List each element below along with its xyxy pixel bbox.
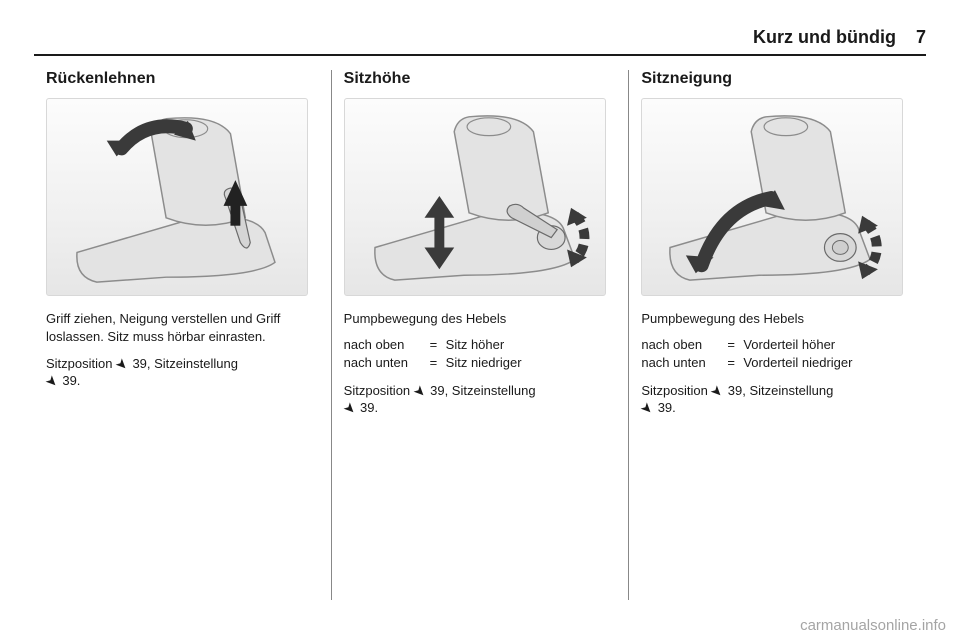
def-eq: =: [727, 336, 743, 354]
col2-deflist: nach oben = Sitz höher nach unten = Sitz…: [344, 336, 617, 372]
def-def: Sitz höher: [446, 336, 617, 354]
manual-page: { "header": { "chapter": "Kurz und bündi…: [0, 0, 960, 642]
def-row: nach unten = Sitz niedriger: [344, 354, 617, 372]
figure-tilt: [641, 98, 903, 296]
col3-lead: Pumpbewegung des Hebels: [641, 310, 914, 328]
def-eq: =: [430, 354, 446, 372]
ref-text: Sitzposition: [46, 356, 116, 371]
def-def: Sitz niedriger: [446, 354, 617, 372]
col2-ref: Sitzposition ➤ 39, Sitzeinstellung ➤ 39.: [344, 382, 617, 416]
def-def: Vorderteil höher: [743, 336, 914, 354]
figure-height: [344, 98, 606, 296]
chapter-title: Kurz und bündig: [753, 27, 896, 48]
def-row: nach oben = Sitz höher: [344, 336, 617, 354]
col2-lead: Pumpbewegung des Hebels: [344, 310, 617, 328]
column-height: Sitzhöhe: [331, 70, 629, 600]
column-tilt: Sitzneigung: [628, 70, 926, 600]
def-row: nach oben = Vorderteil höher: [641, 336, 914, 354]
def-term: nach oben: [344, 336, 430, 354]
ref-text: 39, Sitzeinstellung: [427, 383, 536, 398]
ref-text: 39, Sitzeinstellung: [129, 356, 238, 371]
ref-text: 39, Sitzeinstellung: [724, 383, 833, 398]
col1-ref: Sitzposition ➤ 39, Sitzeinstellung ➤ 39.: [46, 355, 319, 389]
col1-body: Griff ziehen, Neigung verstellen und Gri…: [46, 310, 319, 345]
col3-deflist: nach oben = Vorderteil höher nach unten …: [641, 336, 914, 372]
col1-title: Rückenlehnen: [46, 70, 319, 88]
figure-backrest: [46, 98, 308, 296]
watermark: carmanualsonline.info: [800, 617, 946, 634]
ref-text: 39.: [59, 373, 81, 388]
col3-title: Sitzneigung: [641, 70, 914, 88]
ref-text: Sitzposition: [344, 383, 414, 398]
def-term: nach unten: [344, 354, 430, 372]
ref-text: 39.: [356, 400, 378, 415]
def-term: nach unten: [641, 354, 727, 372]
content-columns: Rückenlehnen: [34, 70, 926, 600]
def-def: Vorderteil niedriger: [743, 354, 914, 372]
ref-text: Sitzposition: [641, 383, 711, 398]
def-eq: =: [727, 354, 743, 372]
def-term: nach oben: [641, 336, 727, 354]
def-row: nach unten = Vorderteil niedriger: [641, 354, 914, 372]
column-backrest: Rückenlehnen: [34, 70, 331, 600]
ref-text: 39.: [654, 400, 676, 415]
page-header: Kurz und bündig 7: [34, 20, 926, 56]
def-eq: =: [430, 336, 446, 354]
col2-title: Sitzhöhe: [344, 70, 617, 88]
page-number: 7: [916, 27, 926, 48]
col3-ref: Sitzposition ➤ 39, Sitzeinstellung ➤ 39.: [641, 382, 914, 416]
